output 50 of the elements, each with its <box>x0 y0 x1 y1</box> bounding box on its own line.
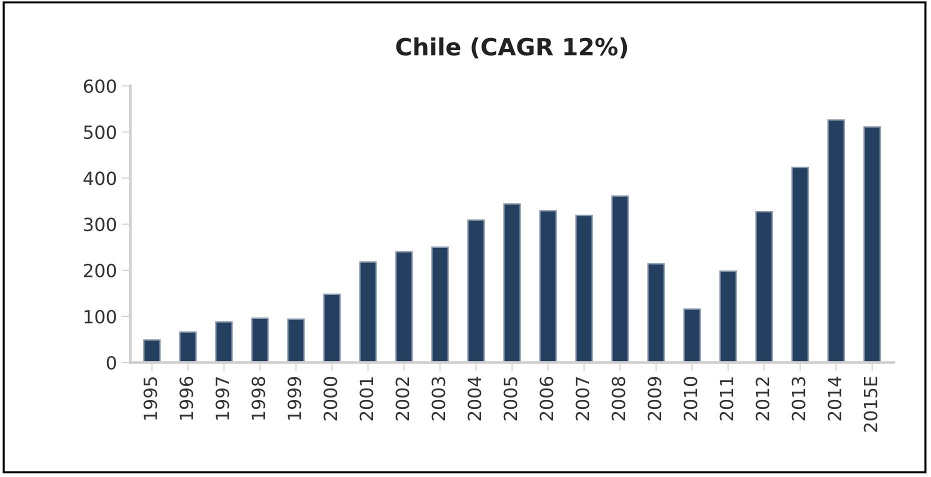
bar <box>539 210 557 363</box>
x-tick-label: 1996 <box>180 376 194 420</box>
x-tick-label: 1997 <box>216 377 230 420</box>
bar <box>251 318 269 363</box>
bar <box>467 219 485 363</box>
bar <box>215 321 233 363</box>
x-tick-label: 2013 <box>792 377 806 420</box>
x-tick-label: 2004 <box>468 376 482 420</box>
bar <box>323 294 341 363</box>
y-tick-label: 300 <box>84 218 116 232</box>
x-tick-label: 2003 <box>432 377 446 420</box>
x-tick-label: 2007 <box>576 377 590 420</box>
x-tick-label: 2012 <box>756 378 770 420</box>
bar <box>647 263 665 363</box>
x-tick-label: 1995 <box>144 377 158 420</box>
bar <box>359 261 377 363</box>
y-tick-label: 400 <box>84 172 116 186</box>
y-tick-label: 0 <box>106 356 116 370</box>
bar <box>863 126 881 363</box>
bar <box>431 246 449 363</box>
bar <box>503 203 521 363</box>
bar <box>827 119 845 363</box>
bar <box>611 195 629 363</box>
bar <box>143 339 161 363</box>
bar <box>395 251 413 363</box>
x-tick-label: 2001 <box>360 377 374 420</box>
bar <box>575 214 593 363</box>
y-tick-label: 100 <box>84 310 116 324</box>
bar <box>287 318 305 363</box>
x-tick-label: 1999 <box>288 376 302 420</box>
bar <box>179 331 197 363</box>
bar <box>683 308 701 363</box>
x-tick-label: 2015E <box>864 376 878 432</box>
x-tick-label: 2009 <box>648 376 662 420</box>
bar <box>791 166 809 363</box>
x-tick-label: 2008 <box>612 376 626 420</box>
x-tick-label: 2006 <box>540 376 554 420</box>
x-tick-label: 2002 <box>396 378 410 420</box>
x-tick-label: 2014 <box>828 376 842 420</box>
y-tick-label: 200 <box>84 264 116 278</box>
y-tick-label: 600 <box>84 79 116 93</box>
x-tick-label: 2000 <box>324 376 338 420</box>
x-tick-label: 2011 <box>720 377 734 420</box>
bar <box>719 270 737 363</box>
y-tick-label: 500 <box>84 125 116 140</box>
chart-title: Chile (CAGR 12%) <box>396 37 628 58</box>
x-tick-label: 1998 <box>252 376 266 420</box>
x-tick-label: 2010 <box>684 376 698 420</box>
bar <box>755 211 773 363</box>
x-tick-label: 2005 <box>504 377 518 420</box>
